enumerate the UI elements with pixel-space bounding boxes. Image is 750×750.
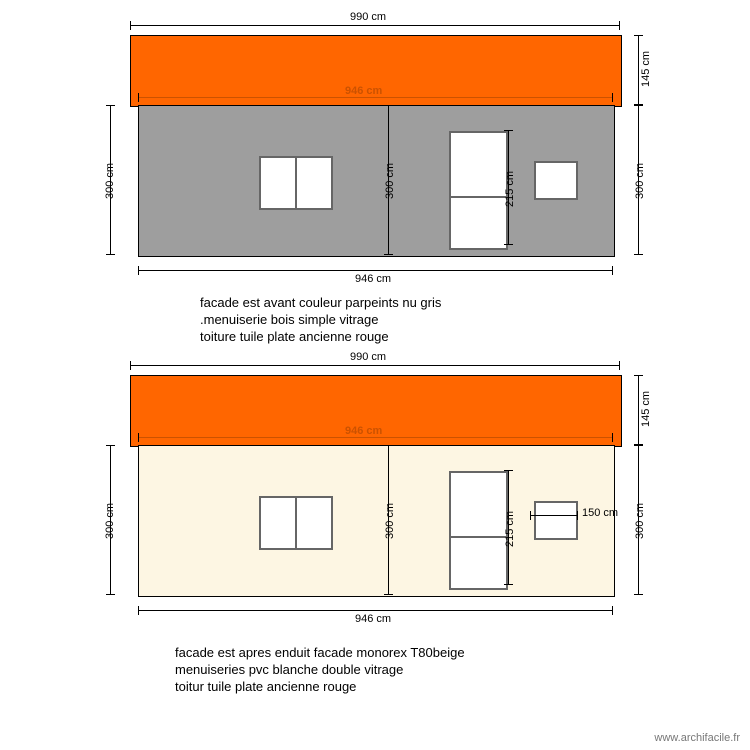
footer-link[interactable]: www.archifacile.fr: [654, 732, 740, 744]
dim-roof-height-bot: [638, 375, 639, 445]
dim-wall-height-mid-bot-label: 300 cm: [384, 503, 396, 539]
dim-roof-inner-top-label: 946 cm: [345, 85, 382, 97]
dim-wall-height-right-top-label: 300 cm: [634, 163, 646, 199]
dim-wall-width-top-label: 946 cm: [355, 273, 391, 285]
facade-top: 990 cm 946 cm 145 cm 300 cm 300 cm 300 c…: [130, 35, 620, 295]
dim-wall-height-right-bot-label: 300 cm: [634, 503, 646, 539]
dim-roof-inner-bot-label: 946 cm: [345, 425, 382, 437]
dim-roof-inner-bot: [138, 437, 613, 438]
caption-bottom-line3: toitur tuile plate ancienne rouge: [175, 679, 356, 694]
dim-door-height-bot-label: 215 cm: [504, 511, 516, 547]
wall-bottom: [138, 445, 615, 597]
caption-bottom-line2: menuiseries pvc blanche double vitrage: [175, 662, 403, 677]
caption-bottom: facade est apres enduit facade monorex T…: [175, 645, 465, 696]
caption-top: facade est avant couleur parpeints nu gr…: [200, 295, 441, 346]
small-window-top: [534, 161, 578, 200]
caption-top-line2: .menuiserie bois simple vitrage: [200, 312, 378, 327]
dim-wall-height-left-bot-label: 300 cm: [104, 503, 116, 539]
caption-top-line1: facade est avant couleur parpeints nu gr…: [200, 295, 441, 310]
wall-top: [138, 105, 615, 257]
dim-roof-width-top-label: 990 cm: [350, 11, 386, 23]
facade-bottom: 990 cm 946 cm 145 cm 150 cm 300 cm 300 c…: [130, 375, 620, 635]
window-bottom: [259, 496, 333, 550]
dim-roof-height-top-label: 145 cm: [640, 51, 652, 87]
dim-wall-width-top: [138, 270, 613, 271]
dim-roof-inner-top: [138, 97, 613, 98]
dim-roof-height-top: [638, 35, 639, 105]
dim-wall-width-bot: [138, 610, 613, 611]
door-top: [449, 131, 508, 250]
dim-wall-width-bot-label: 946 cm: [355, 613, 391, 625]
dim-roof-height-bot-label: 145 cm: [640, 391, 652, 427]
dim-wall-height-mid-top-label: 300 cm: [384, 163, 396, 199]
door-bottom: [449, 471, 508, 590]
dim-small-window-bot-label: 150 cm: [582, 507, 618, 519]
dim-roof-width-top: [130, 25, 620, 26]
caption-top-line3: toiture tuile plate ancienne rouge: [200, 329, 389, 344]
dim-roof-width-bot-label: 990 cm: [350, 351, 386, 363]
dim-door-height-top-label: 215 cm: [504, 171, 516, 207]
dim-small-window-bot: [530, 515, 578, 516]
window-top: [259, 156, 333, 210]
dim-roof-width-bot: [130, 365, 620, 366]
caption-bottom-line1: facade est apres enduit facade monorex T…: [175, 645, 465, 660]
dim-wall-height-left-top-label: 300 cm: [104, 163, 116, 199]
small-window-bottom: [534, 501, 578, 540]
